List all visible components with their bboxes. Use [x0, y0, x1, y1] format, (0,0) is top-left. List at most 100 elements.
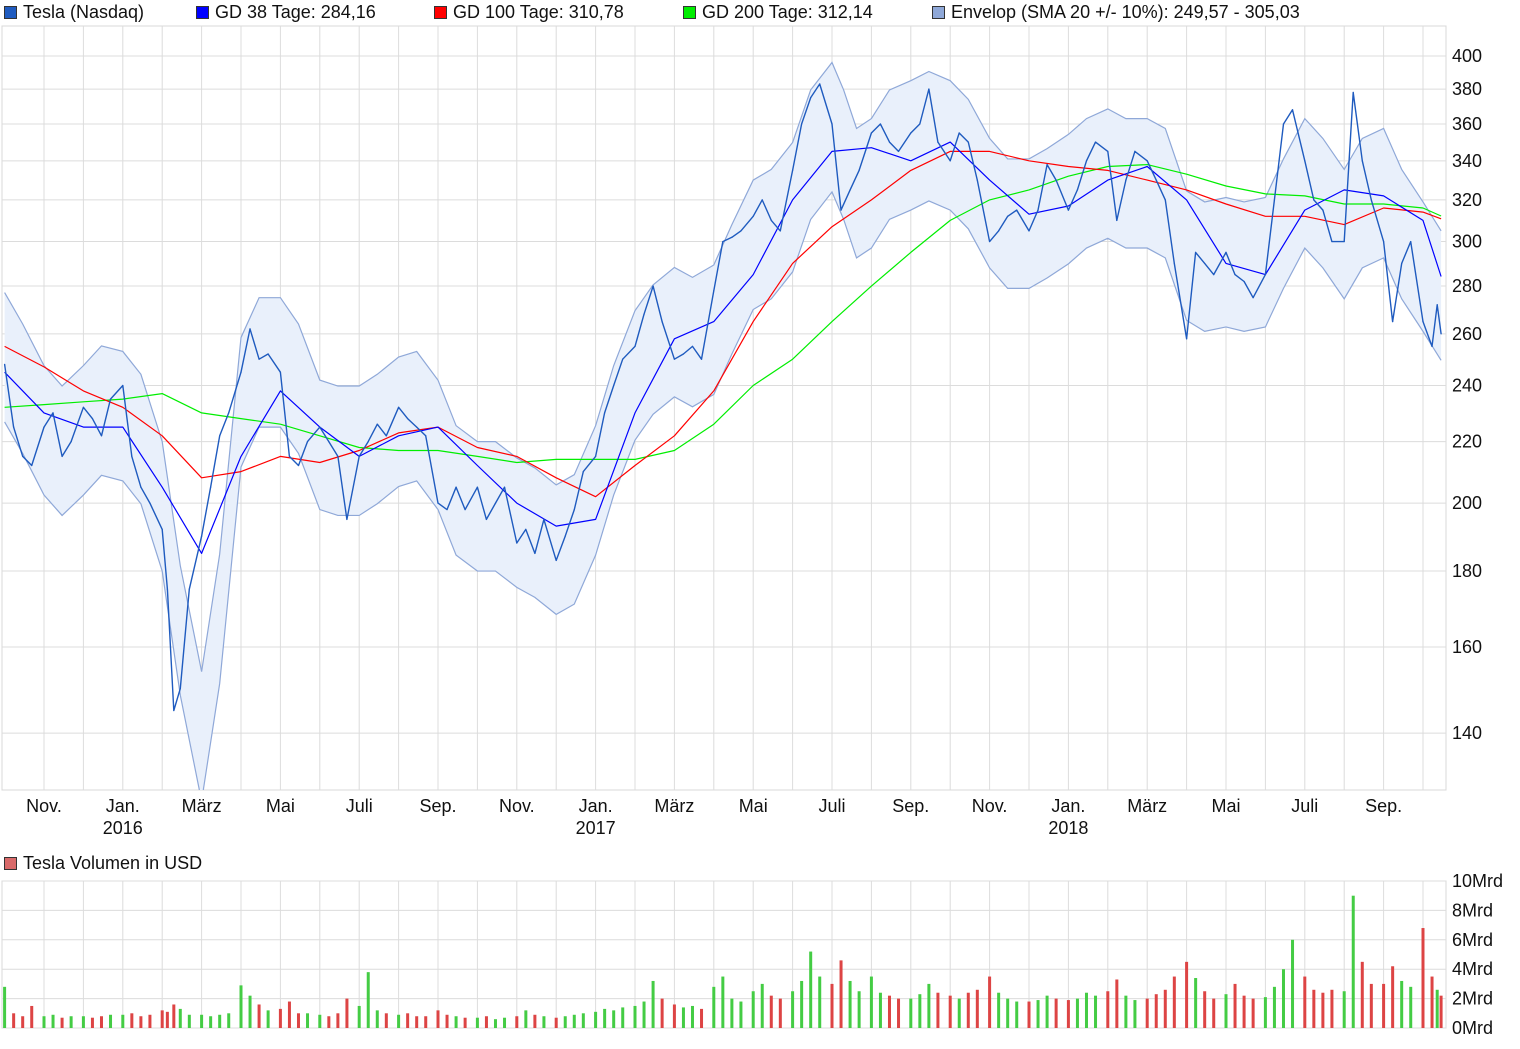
- volume-bar: [594, 1011, 598, 1028]
- price-point: [691, 345, 694, 347]
- volume-bar: [1154, 994, 1158, 1028]
- price-point: [722, 240, 724, 243]
- y-tick-label: 380: [1452, 79, 1482, 99]
- x-tick-label: Juli: [1291, 796, 1318, 816]
- y-tick-label: 300: [1452, 232, 1482, 252]
- price-point: [188, 588, 190, 590]
- price-point: [258, 358, 260, 360]
- price-point: [122, 384, 124, 387]
- volume-bar: [397, 1014, 401, 1028]
- x-tick-label: Juli: [818, 796, 845, 816]
- price-point: [731, 236, 733, 238]
- price-point: [1225, 251, 1227, 253]
- volume-bar: [248, 995, 252, 1028]
- volume-bar: [475, 1017, 479, 1028]
- x-tick-label: Mai: [739, 796, 768, 816]
- volume-bar: [366, 972, 370, 1028]
- x-tick-label: Sep.: [892, 796, 929, 816]
- volume-bar: [318, 1014, 322, 1028]
- price-point: [1243, 280, 1245, 283]
- price-point: [219, 435, 221, 437]
- volume-bar: [791, 991, 795, 1028]
- volume-bar: [769, 995, 773, 1028]
- x-tick-label: Sep.: [1365, 796, 1402, 816]
- volume-y-tick-label: 4Mrd: [1452, 959, 1493, 979]
- volume-bar: [287, 1001, 291, 1028]
- volume-bar: [563, 1016, 567, 1028]
- volume-bar: [1251, 998, 1255, 1028]
- volume-bar: [1369, 983, 1373, 1028]
- price-point: [376, 423, 378, 425]
- price-point: [446, 508, 448, 511]
- x-tick-year-label: 2018: [1048, 818, 1088, 838]
- x-tick-label: März: [182, 796, 222, 816]
- price-point: [328, 441, 330, 443]
- price-plot-area: [3, 61, 1442, 790]
- volume-bar: [739, 1001, 743, 1028]
- volume-bar: [148, 1014, 152, 1028]
- volume-bar: [966, 992, 970, 1028]
- price-point: [358, 455, 360, 458]
- volume-bar: [730, 998, 734, 1028]
- price-point: [70, 441, 72, 443]
- volume-bar: [1185, 961, 1189, 1028]
- volume-bar: [988, 976, 992, 1028]
- y-tick-label: 280: [1452, 276, 1482, 296]
- price-point: [652, 285, 654, 287]
- legend-label-volume: Tesla Volumen in USD: [23, 853, 203, 873]
- price-point: [43, 426, 45, 428]
- volume-bar: [997, 992, 1001, 1028]
- price-point: [288, 455, 291, 458]
- volume-bar: [1382, 983, 1386, 1028]
- price-point: [337, 455, 339, 458]
- price-point: [240, 371, 242, 373]
- price-point: [109, 398, 112, 400]
- volume-bar: [1391, 966, 1395, 1028]
- volume-bar: [239, 985, 243, 1028]
- volume-bar: [800, 980, 804, 1028]
- price-point: [1146, 160, 1148, 162]
- price-point: [613, 384, 615, 387]
- price-point: [1313, 199, 1315, 201]
- price-point: [713, 290, 715, 292]
- x-tick-label: Nov.: [972, 796, 1008, 816]
- price-point: [1037, 209, 1039, 211]
- volume-bar: [1066, 1000, 1070, 1028]
- volume-bar: [1272, 986, 1276, 1028]
- legend-item-gd100: GD 100 Tage: 310,78: [434, 2, 624, 23]
- volume-bar: [1015, 1001, 1019, 1028]
- volume-bar: [172, 1004, 176, 1028]
- price-point: [494, 502, 497, 504]
- legend-swatch-gd38: [196, 6, 209, 19]
- volume-bar: [266, 1010, 270, 1028]
- price-point: [1028, 230, 1030, 232]
- volume-bar: [3, 986, 7, 1028]
- price-point: [1155, 179, 1157, 181]
- volume-bar: [1360, 961, 1364, 1028]
- volume-bar: [21, 1016, 25, 1028]
- volume-bar: [515, 1016, 519, 1028]
- price-point: [61, 455, 63, 458]
- price-point: [455, 486, 457, 488]
- volume-bar: [1027, 1001, 1031, 1028]
- price-point: [437, 502, 439, 504]
- volume-bar: [1430, 976, 1434, 1028]
- volume-bar: [818, 976, 822, 1028]
- price-point: [407, 417, 409, 420]
- volume-bar: [681, 1007, 685, 1028]
- price-point: [166, 588, 168, 590]
- legend-swatch-gd100: [434, 6, 447, 19]
- volume-bar: [1145, 998, 1149, 1028]
- legend-item-gd200: GD 200 Tage: 312,14: [683, 2, 873, 23]
- volume-bar: [572, 1014, 576, 1028]
- volume-bar: [1084, 992, 1088, 1028]
- y-tick-label: 400: [1452, 46, 1482, 66]
- x-tick-label: Juli: [346, 796, 373, 816]
- legend-label-gd38: GD 38 Tage: 284,16: [215, 2, 376, 22]
- legend-swatch-envelope: [932, 6, 945, 19]
- volume-bar: [445, 1014, 449, 1028]
- volume-bar: [1351, 895, 1355, 1028]
- legend-item-price: Tesla (Nasdaq): [4, 2, 144, 23]
- price-point: [249, 328, 251, 330]
- price-point: [643, 313, 645, 315]
